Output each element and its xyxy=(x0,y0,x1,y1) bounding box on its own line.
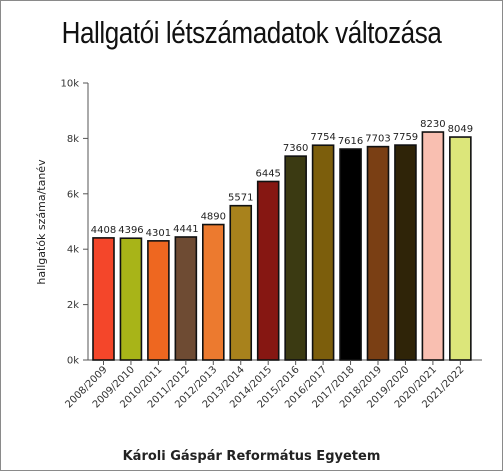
y-axis-label: hallgatók száma/tanév xyxy=(35,159,48,285)
bar xyxy=(366,145,390,361)
chart-title: Hallgatói létszámadatok változása xyxy=(61,15,442,50)
bar-value-label: 7616 xyxy=(338,136,363,147)
y-ticks: 0k 2k 4k 6k 8k 10k xyxy=(60,79,88,367)
bar-value-label: 7360 xyxy=(283,143,308,154)
bar xyxy=(284,155,307,361)
bar xyxy=(92,237,115,361)
y-tick-label: 8k xyxy=(67,134,79,145)
y-tick-label: 0k xyxy=(67,356,79,367)
bar-value-label: 4441 xyxy=(173,224,198,235)
bar xyxy=(421,131,445,361)
bar xyxy=(174,236,198,361)
bar xyxy=(339,148,362,361)
y-tick-label: 10k xyxy=(60,79,79,90)
bar xyxy=(256,180,280,361)
bar-value-label: 7759 xyxy=(393,132,418,143)
y-tick-label: 6k xyxy=(67,189,79,200)
bar-value-label: 4396 xyxy=(118,225,143,236)
bar xyxy=(119,237,143,361)
bar xyxy=(449,136,472,361)
bar xyxy=(394,144,417,361)
bar-value-label: 4890 xyxy=(201,212,226,223)
bar-value-label: 8230 xyxy=(420,119,445,130)
y-tick-label: 4k xyxy=(67,245,79,256)
y-tick-label: 2k xyxy=(67,300,79,311)
bars xyxy=(92,131,472,361)
bar xyxy=(147,240,170,361)
bar-value-label: 7703 xyxy=(365,134,390,145)
x-axis-label: Károli Gáspár Református Egyetem xyxy=(122,449,381,464)
bar-value-label: 4408 xyxy=(91,225,116,236)
bar-value-label: 4301 xyxy=(146,228,171,239)
bar xyxy=(311,144,335,361)
bar-value-label: 5571 xyxy=(228,193,253,204)
bar-value-label: 7754 xyxy=(310,132,335,143)
bar-value-label: 8049 xyxy=(448,124,473,135)
bar-value-label: 6445 xyxy=(255,168,280,179)
bar xyxy=(229,204,253,361)
bar xyxy=(202,223,225,361)
x-ticks: 2008/20092009/20102010/20112011/20122012… xyxy=(63,360,466,411)
